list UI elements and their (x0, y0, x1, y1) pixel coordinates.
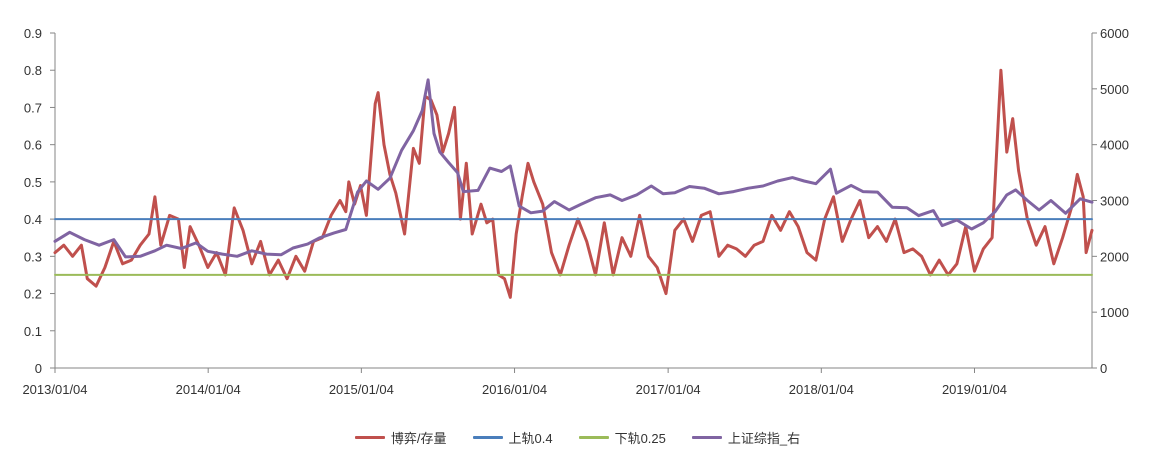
y-left-tick-label: 0.1 (24, 324, 42, 339)
y-left-tick-label: 0.4 (24, 212, 42, 227)
y-right-tick-label: 2000 (1100, 249, 1129, 264)
x-tick-label: 2018/01/04 (789, 382, 854, 397)
y-left-tick-label: 0.2 (24, 287, 42, 302)
y-left-tick-label: 0.9 (24, 26, 42, 41)
y-right-tick-label: 3000 (1100, 194, 1129, 209)
y-right-tick-label: 5000 (1100, 82, 1129, 97)
legend-item-2: 下轨0.25 (578, 428, 666, 447)
x-tick-label: 2019/01/04 (942, 382, 1007, 397)
legend-item-1: 上轨0.4 (472, 428, 553, 447)
legend-label: 上证综指_右 (727, 431, 801, 446)
legend-swatch (578, 436, 609, 439)
y-right-tick-label: 4000 (1100, 138, 1129, 153)
x-tick-label: 2014/01/04 (176, 382, 241, 397)
y-left-tick-label: 0.8 (24, 63, 42, 78)
y-right-tick-label: 6000 (1100, 26, 1129, 41)
legend-item-0: 博弈/存量 (354, 428, 447, 447)
x-tick-label: 2015/01/04 (329, 382, 394, 397)
legend-label: 博弈/存量 (390, 431, 447, 446)
y-left-tick-label: 0 (35, 361, 42, 376)
axes: 0 0.1 0.2 0.3 0.4 0.5 0.6 0.7 0.8 0.9 0 1000 2000 300… (22, 26, 1128, 397)
legend-swatch (691, 436, 722, 439)
x-tick-label: 2016/01/04 (482, 382, 547, 397)
x-tick-label: 2013/01/04 (22, 382, 87, 397)
y-left-tick-label: 0.6 (24, 138, 42, 153)
x-tick-label: 2017/01/04 (636, 382, 701, 397)
legend-swatch (354, 436, 385, 439)
series-line-3 (53, 78, 1094, 259)
y-right-tick-label: 0 (1100, 361, 1107, 376)
legend: 博弈/存量 上轨0.4 下轨0.25 上证综指_右 (0, 428, 1155, 447)
legend-label: 上轨0.4 (508, 431, 553, 446)
legend-label: 下轨0.25 (614, 431, 666, 446)
series-group (53, 68, 1094, 299)
legend-swatch (472, 436, 503, 439)
y-left-tick-label: 0.7 (24, 100, 42, 115)
y-right-tick-label: 1000 (1100, 305, 1129, 320)
legend-item-3: 上证综指_右 (691, 428, 801, 447)
y-left-tick-label: 0.3 (24, 249, 42, 264)
y-left-tick-label: 0.5 (24, 175, 42, 190)
series-line-0 (53, 68, 1094, 299)
